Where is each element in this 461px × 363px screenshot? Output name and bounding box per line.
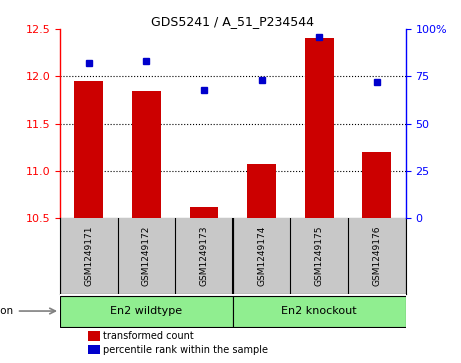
Bar xyxy=(132,90,161,218)
Bar xyxy=(247,164,276,218)
Text: GSM1249175: GSM1249175 xyxy=(315,226,324,286)
Bar xyxy=(60,295,233,326)
Bar xyxy=(362,152,391,218)
Text: GSM1249176: GSM1249176 xyxy=(372,226,381,286)
Text: percentile rank within the sample: percentile rank within the sample xyxy=(103,345,268,355)
Bar xyxy=(189,207,219,218)
Text: transformed count: transformed count xyxy=(103,331,194,341)
Title: GDS5241 / A_51_P234544: GDS5241 / A_51_P234544 xyxy=(151,15,314,28)
Text: En2 knockout: En2 knockout xyxy=(281,306,357,316)
Bar xyxy=(88,331,100,340)
Text: genotype/variation: genotype/variation xyxy=(0,306,55,316)
Text: GSM1249174: GSM1249174 xyxy=(257,226,266,286)
Bar xyxy=(74,81,103,218)
Text: GSM1249173: GSM1249173 xyxy=(200,226,208,286)
Text: GSM1249171: GSM1249171 xyxy=(84,226,93,286)
Bar xyxy=(88,345,100,354)
Bar xyxy=(233,295,406,326)
Bar xyxy=(305,38,334,218)
Text: En2 wildtype: En2 wildtype xyxy=(110,306,183,316)
Text: GSM1249172: GSM1249172 xyxy=(142,226,151,286)
